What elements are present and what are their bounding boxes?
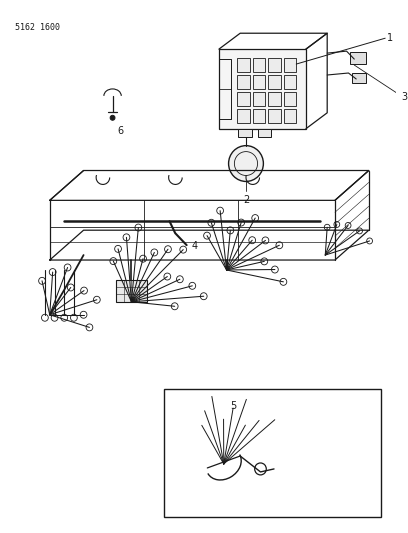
Bar: [268, 58, 281, 72]
Bar: [237, 75, 250, 89]
Bar: [237, 92, 250, 106]
Bar: [219, 49, 306, 129]
Bar: [237, 58, 250, 72]
Bar: [257, 129, 271, 136]
Bar: [237, 109, 250, 123]
Bar: [164, 389, 381, 516]
Bar: [116, 280, 147, 302]
Text: 1: 1: [387, 33, 393, 43]
Circle shape: [228, 146, 264, 181]
Bar: [253, 75, 265, 89]
Text: 6: 6: [118, 126, 124, 136]
Bar: [268, 75, 281, 89]
Text: 2: 2: [243, 196, 249, 205]
Bar: [284, 92, 296, 106]
Bar: [253, 58, 265, 72]
Bar: [268, 92, 281, 106]
Bar: [284, 75, 296, 89]
Bar: [353, 73, 366, 83]
Bar: [350, 52, 366, 64]
Bar: [284, 58, 296, 72]
Bar: [253, 92, 265, 106]
Text: 5162 1600: 5162 1600: [15, 23, 60, 33]
Text: 3: 3: [401, 92, 408, 102]
Bar: [238, 129, 252, 136]
Bar: [253, 109, 265, 123]
Bar: [284, 109, 296, 123]
Text: 4: 4: [191, 241, 197, 251]
Bar: [268, 109, 281, 123]
Text: 5: 5: [230, 401, 237, 411]
Circle shape: [110, 115, 115, 120]
